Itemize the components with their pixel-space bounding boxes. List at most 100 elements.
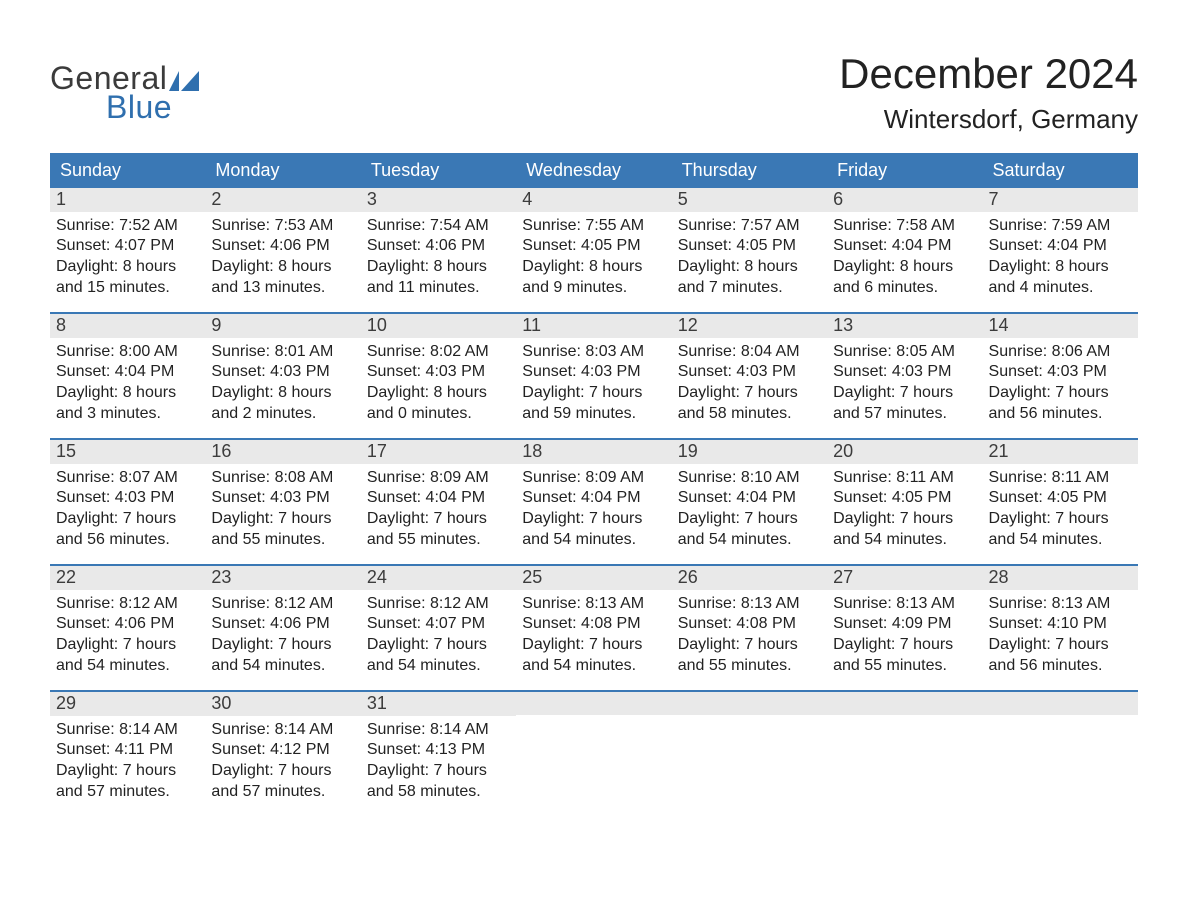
- day-cell: 14Sunrise: 8:06 AMSunset: 4:03 PMDayligh…: [983, 314, 1138, 436]
- day-content: Sunrise: 8:04 AMSunset: 4:03 PMDaylight:…: [672, 338, 827, 431]
- day-number: 20: [827, 440, 982, 464]
- sunrise-line: Sunrise: 8:06 AM: [989, 342, 1132, 363]
- daylight-line-2: and 57 minutes.: [211, 782, 354, 803]
- day-content: Sunrise: 7:53 AMSunset: 4:06 PMDaylight:…: [205, 212, 360, 305]
- daylight-line-2: and 54 minutes.: [833, 530, 976, 551]
- day-cell: 12Sunrise: 8:04 AMSunset: 4:03 PMDayligh…: [672, 314, 827, 436]
- sunrise-line: Sunrise: 8:14 AM: [367, 720, 510, 741]
- daylight-line-2: and 15 minutes.: [56, 278, 199, 299]
- day-cell: 22Sunrise: 8:12 AMSunset: 4:06 PMDayligh…: [50, 566, 205, 688]
- day-content: Sunrise: 7:54 AMSunset: 4:06 PMDaylight:…: [361, 212, 516, 305]
- sunrise-line: Sunrise: 8:13 AM: [522, 594, 665, 615]
- sunrise-line: Sunrise: 7:55 AM: [522, 216, 665, 237]
- sunrise-line: Sunrise: 7:53 AM: [211, 216, 354, 237]
- daylight-line-1: Daylight: 7 hours: [211, 761, 354, 782]
- week-row: 22Sunrise: 8:12 AMSunset: 4:06 PMDayligh…: [50, 564, 1138, 688]
- day-number: 4: [516, 188, 671, 212]
- daylight-line-1: Daylight: 8 hours: [989, 257, 1132, 278]
- sunrise-line: Sunrise: 8:08 AM: [211, 468, 354, 489]
- daylight-line-2: and 11 minutes.: [367, 278, 510, 299]
- day-cell: [983, 692, 1138, 814]
- day-cell: 29Sunrise: 8:14 AMSunset: 4:11 PMDayligh…: [50, 692, 205, 814]
- daylight-line-1: Daylight: 7 hours: [56, 635, 199, 656]
- day-number: 23: [205, 566, 360, 590]
- day-number: 27: [827, 566, 982, 590]
- day-number: 2: [205, 188, 360, 212]
- sunset-line: Sunset: 4:03 PM: [211, 488, 354, 509]
- day-cell: [516, 692, 671, 814]
- sunrise-line: Sunrise: 8:01 AM: [211, 342, 354, 363]
- sunrise-line: Sunrise: 8:12 AM: [367, 594, 510, 615]
- day-content: Sunrise: 8:01 AMSunset: 4:03 PMDaylight:…: [205, 338, 360, 431]
- daylight-line-1: Daylight: 8 hours: [367, 257, 510, 278]
- daylight-line-2: and 54 minutes.: [211, 656, 354, 677]
- sunrise-line: Sunrise: 8:05 AM: [833, 342, 976, 363]
- day-number: 14: [983, 314, 1138, 338]
- sunset-line: Sunset: 4:07 PM: [56, 236, 199, 257]
- day-cell: 10Sunrise: 8:02 AMSunset: 4:03 PMDayligh…: [361, 314, 516, 436]
- day-number: 22: [50, 566, 205, 590]
- daylight-line-1: Daylight: 8 hours: [367, 383, 510, 404]
- sunset-line: Sunset: 4:04 PM: [678, 488, 821, 509]
- sunset-line: Sunset: 4:04 PM: [56, 362, 199, 383]
- day-cell: 9Sunrise: 8:01 AMSunset: 4:03 PMDaylight…: [205, 314, 360, 436]
- daylight-line-2: and 54 minutes.: [989, 530, 1132, 551]
- daylight-line-2: and 55 minutes.: [833, 656, 976, 677]
- day-cell: 24Sunrise: 8:12 AMSunset: 4:07 PMDayligh…: [361, 566, 516, 688]
- sunset-line: Sunset: 4:03 PM: [211, 362, 354, 383]
- sunset-line: Sunset: 4:06 PM: [211, 614, 354, 635]
- day-number: 8: [50, 314, 205, 338]
- sunrise-line: Sunrise: 8:02 AM: [367, 342, 510, 363]
- logo-flag-icon: [169, 71, 199, 91]
- daylight-line-2: and 54 minutes.: [367, 656, 510, 677]
- day-cell: 16Sunrise: 8:08 AMSunset: 4:03 PMDayligh…: [205, 440, 360, 562]
- daylight-line-1: Daylight: 7 hours: [678, 635, 821, 656]
- daylight-line-1: Daylight: 7 hours: [56, 509, 199, 530]
- day-cell: [827, 692, 982, 814]
- day-content: Sunrise: 8:02 AMSunset: 4:03 PMDaylight:…: [361, 338, 516, 431]
- day-number: 10: [361, 314, 516, 338]
- day-cell: 2Sunrise: 7:53 AMSunset: 4:06 PMDaylight…: [205, 188, 360, 310]
- daylight-line-1: Daylight: 7 hours: [678, 383, 821, 404]
- daylight-line-2: and 54 minutes.: [678, 530, 821, 551]
- empty-day-bar: [672, 692, 827, 715]
- day-content: Sunrise: 8:11 AMSunset: 4:05 PMDaylight:…: [983, 464, 1138, 557]
- sunset-line: Sunset: 4:04 PM: [989, 236, 1132, 257]
- daylight-line-1: Daylight: 8 hours: [833, 257, 976, 278]
- daylight-line-2: and 55 minutes.: [678, 656, 821, 677]
- day-content: Sunrise: 7:57 AMSunset: 4:05 PMDaylight:…: [672, 212, 827, 305]
- day-content: Sunrise: 7:55 AMSunset: 4:05 PMDaylight:…: [516, 212, 671, 305]
- day-number: 6: [827, 188, 982, 212]
- sunset-line: Sunset: 4:03 PM: [56, 488, 199, 509]
- day-cell: 5Sunrise: 7:57 AMSunset: 4:05 PMDaylight…: [672, 188, 827, 310]
- day-content: Sunrise: 8:09 AMSunset: 4:04 PMDaylight:…: [361, 464, 516, 557]
- sunset-line: Sunset: 4:06 PM: [211, 236, 354, 257]
- day-number: 24: [361, 566, 516, 590]
- sunset-line: Sunset: 4:06 PM: [56, 614, 199, 635]
- day-number: 31: [361, 692, 516, 716]
- daylight-line-1: Daylight: 7 hours: [989, 383, 1132, 404]
- day-cell: 31Sunrise: 8:14 AMSunset: 4:13 PMDayligh…: [361, 692, 516, 814]
- week-row: 29Sunrise: 8:14 AMSunset: 4:11 PMDayligh…: [50, 690, 1138, 814]
- sunset-line: Sunset: 4:09 PM: [833, 614, 976, 635]
- day-content: Sunrise: 7:52 AMSunset: 4:07 PMDaylight:…: [50, 212, 205, 305]
- day-cell: 19Sunrise: 8:10 AMSunset: 4:04 PMDayligh…: [672, 440, 827, 562]
- logo-word-blue: Blue: [106, 89, 199, 126]
- daylight-line-1: Daylight: 8 hours: [522, 257, 665, 278]
- day-number: 15: [50, 440, 205, 464]
- day-number: 13: [827, 314, 982, 338]
- daylight-line-1: Daylight: 7 hours: [678, 509, 821, 530]
- daylight-line-1: Daylight: 7 hours: [211, 635, 354, 656]
- day-cell: 6Sunrise: 7:58 AMSunset: 4:04 PMDaylight…: [827, 188, 982, 310]
- title-block: December 2024 Wintersdorf, Germany: [839, 50, 1138, 135]
- sunrise-line: Sunrise: 7:58 AM: [833, 216, 976, 237]
- sunrise-line: Sunrise: 8:13 AM: [678, 594, 821, 615]
- calendar-page: General Blue December 2024 Wintersdorf, …: [0, 0, 1188, 854]
- sunrise-line: Sunrise: 8:03 AM: [522, 342, 665, 363]
- daylight-line-1: Daylight: 7 hours: [833, 383, 976, 404]
- daylight-line-2: and 55 minutes.: [367, 530, 510, 551]
- sunrise-line: Sunrise: 8:12 AM: [211, 594, 354, 615]
- sunset-line: Sunset: 4:13 PM: [367, 740, 510, 761]
- day-cell: 25Sunrise: 8:13 AMSunset: 4:08 PMDayligh…: [516, 566, 671, 688]
- sunset-line: Sunset: 4:10 PM: [989, 614, 1132, 635]
